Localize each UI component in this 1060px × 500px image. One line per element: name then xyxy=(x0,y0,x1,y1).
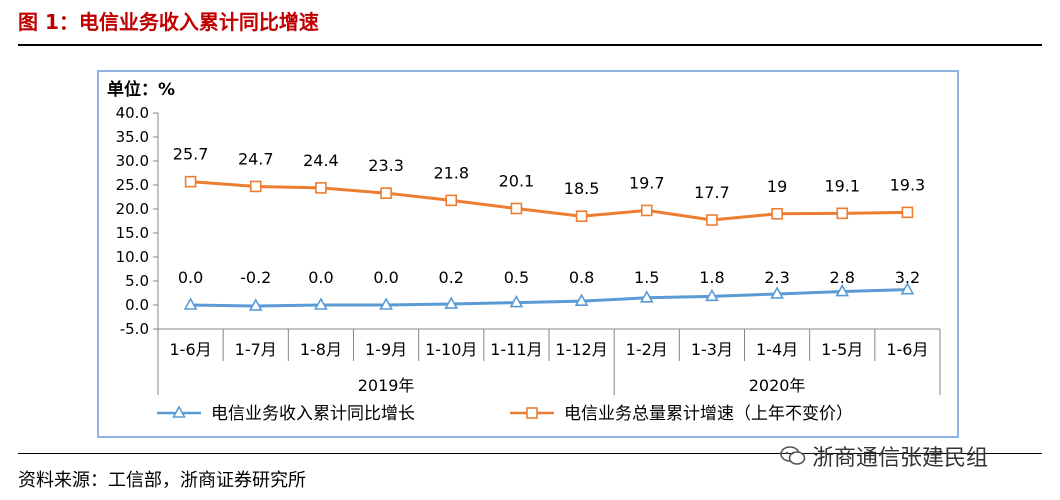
x-tick-label: 1-11月 xyxy=(490,340,542,359)
data-point-marker xyxy=(639,290,654,303)
x-tick-label: 1-2月 xyxy=(626,340,668,359)
x-tick-label: 1-8月 xyxy=(300,340,342,359)
data-label: 25.7 xyxy=(173,145,209,164)
data-point-marker xyxy=(379,297,393,310)
legend-label: 电信业务总量累计增速（上年不变价） xyxy=(564,404,853,424)
x-tick-label: 1-10月 xyxy=(425,340,477,359)
data-point-marker xyxy=(249,180,262,193)
data-point-marker xyxy=(315,182,327,194)
y-tick-label: 40.0 xyxy=(116,104,149,122)
x-tick-label: 1-7月 xyxy=(235,340,277,359)
data-label: 0.0 xyxy=(373,268,398,287)
data-label: 19.7 xyxy=(629,173,665,192)
data-point-marker xyxy=(509,294,524,308)
data-label: 0.8 xyxy=(569,268,594,287)
x-tick-label: 1-3月 xyxy=(691,340,733,359)
data-label: 0.2 xyxy=(439,268,464,287)
legend-label: 电信业务收入累计同比增长 xyxy=(211,404,415,424)
data-label: 1.5 xyxy=(634,268,659,287)
x-tick-label: 1-5月 xyxy=(821,340,863,359)
series-line-1 xyxy=(190,288,908,308)
data-point-marker xyxy=(900,281,915,295)
x-tick-label: 1-6月 xyxy=(886,340,928,359)
y-tick-label: 0.0 xyxy=(125,296,149,314)
data-label: 20.1 xyxy=(499,172,535,191)
data-label: 21.8 xyxy=(433,163,469,182)
y-tick-label: 10.0 xyxy=(116,248,149,266)
data-point-marker xyxy=(770,286,784,299)
y-tick-label: 35.0 xyxy=(116,128,149,146)
x-tick-label: 1-9月 xyxy=(365,340,407,359)
series-line-2 xyxy=(190,180,908,222)
chart-frame xyxy=(97,70,959,438)
data-label: 1.8 xyxy=(699,268,724,287)
x-tick-label: 1-12月 xyxy=(555,340,607,359)
data-point-marker xyxy=(706,214,718,226)
data-point-marker xyxy=(836,207,849,220)
data-point-marker xyxy=(444,296,459,309)
data-point-marker xyxy=(510,202,523,215)
data-label: 19.1 xyxy=(824,176,860,195)
data-point-marker xyxy=(184,175,197,188)
year-label: 2020年 xyxy=(749,376,806,395)
figure-title: 图 1：电信业务收入累计同比增速 xyxy=(18,10,319,34)
y-tick-label: 30.0 xyxy=(116,152,149,170)
data-point-marker xyxy=(835,283,850,297)
title-divider xyxy=(18,44,1042,46)
x-tick-label: 1-6月 xyxy=(170,340,212,359)
data-label: 19.3 xyxy=(890,175,926,194)
source-note: 资料来源：工信部，浙商证券研究所 xyxy=(18,470,306,491)
legend-marker xyxy=(172,405,186,418)
data-label: 2.8 xyxy=(830,268,855,287)
data-label: 23.3 xyxy=(368,156,404,175)
x-tick-label: 1-4月 xyxy=(756,340,798,359)
data-label: 24.4 xyxy=(303,151,339,170)
unit-label: 单位：% xyxy=(107,79,175,100)
data-point-marker xyxy=(574,293,589,306)
data-label: 3.2 xyxy=(895,268,920,287)
data-label: -0.2 xyxy=(240,268,271,287)
data-point-marker xyxy=(183,297,198,310)
data-label: 0.0 xyxy=(308,268,333,287)
data-point-marker xyxy=(640,204,653,217)
wechat-icon xyxy=(780,446,806,465)
data-point-marker xyxy=(771,208,783,220)
watermark-text: 浙商通信张建民组 xyxy=(812,446,989,471)
data-label: 18.5 xyxy=(564,179,600,198)
y-tick-label: 20.0 xyxy=(116,200,149,218)
y-tick-label: 25.0 xyxy=(116,176,149,194)
watermark: 浙商通信张建民组 xyxy=(780,440,988,472)
data-label: 19 xyxy=(767,177,787,196)
data-label: 2.3 xyxy=(764,268,789,287)
y-tick-label: 5.0 xyxy=(125,272,149,290)
data-point-marker xyxy=(575,210,588,222)
footer-divider xyxy=(18,453,1042,454)
y-tick-label: -5.0 xyxy=(120,320,149,338)
data-point-marker xyxy=(901,206,914,219)
data-label: 0.0 xyxy=(178,268,203,287)
y-tick-label: 15.0 xyxy=(116,224,149,242)
data-point-marker xyxy=(445,194,458,207)
data-label: 0.5 xyxy=(504,268,529,287)
data-point-marker xyxy=(314,297,328,310)
data-label: 17.7 xyxy=(694,183,730,202)
data-point-marker xyxy=(248,298,263,311)
data-point-marker xyxy=(705,288,719,302)
legend-marker xyxy=(526,407,538,419)
data-point-marker xyxy=(380,187,392,199)
data-label: 24.7 xyxy=(238,149,274,168)
year-label: 2019年 xyxy=(358,376,415,395)
